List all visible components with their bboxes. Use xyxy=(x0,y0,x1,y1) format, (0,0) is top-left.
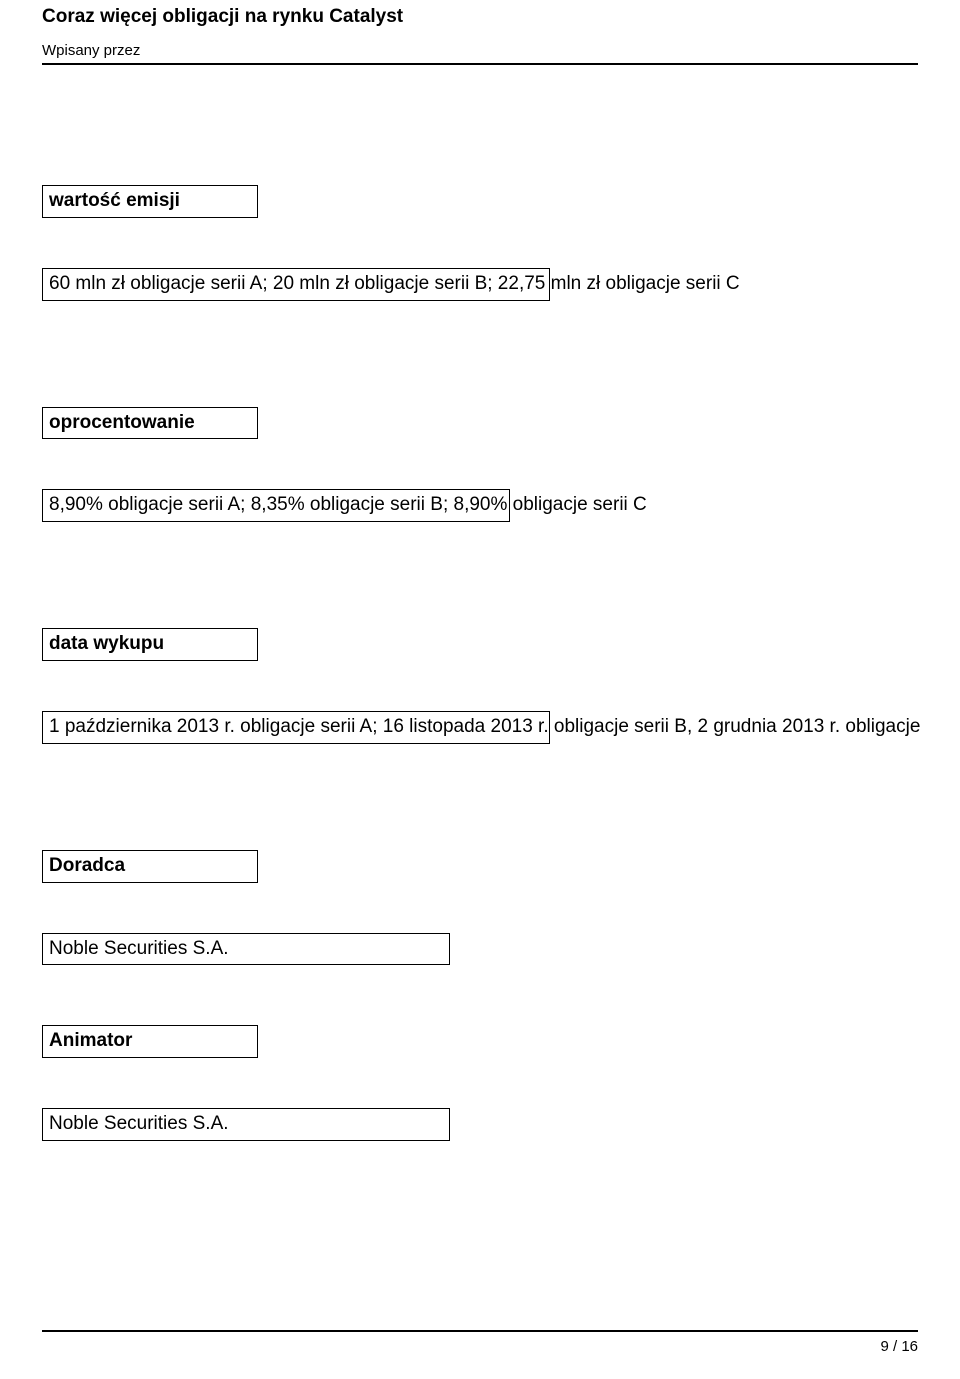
page-subtitle: Wpisany przez xyxy=(42,42,918,59)
footer-divider xyxy=(42,1330,918,1332)
page-number: 9 / 16 xyxy=(42,1338,918,1355)
page-title: Coraz więcej obligacji na rynku Catalyst xyxy=(42,0,918,28)
label-doradca: Doradca xyxy=(42,850,258,883)
section-animator: Animator Noble Securities S.A. xyxy=(42,1025,918,1141)
value-oprocentowanie: 8,90% obligacje serii A; 8,35% obligacje… xyxy=(42,489,510,522)
value-doradca: Noble Securities S.A. xyxy=(42,933,450,966)
content: wartość emisji 60 mln zł obligacje serii… xyxy=(42,65,918,1141)
section-wartosc-emisji: wartość emisji 60 mln zł obligacje serii… xyxy=(42,185,918,301)
label-data-wykupu: data wykupu xyxy=(42,628,258,661)
label-animator: Animator xyxy=(42,1025,258,1058)
value-animator: Noble Securities S.A. xyxy=(42,1108,450,1141)
label-wartosc-emisji: wartość emisji xyxy=(42,185,258,218)
footer: 9 / 16 xyxy=(42,1330,918,1355)
page: Coraz więcej obligacji na rynku Catalyst… xyxy=(0,0,960,1379)
value-data-wykupu: 1 października 2013 r. obligacje serii A… xyxy=(42,711,550,744)
section-data-wykupu: data wykupu 1 października 2013 r. oblig… xyxy=(42,628,918,744)
section-doradca: Doradca Noble Securities S.A. xyxy=(42,850,918,966)
section-oprocentowanie: oprocentowanie 8,90% obligacje serii A; … xyxy=(42,407,918,523)
label-oprocentowanie: oprocentowanie xyxy=(42,407,258,440)
value-wartosc-emisji: 60 mln zł obligacje serii A; 20 mln zł o… xyxy=(42,268,550,301)
